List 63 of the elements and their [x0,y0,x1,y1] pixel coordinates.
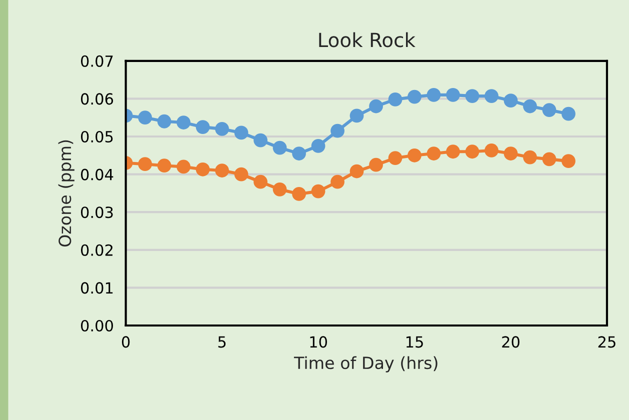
point [426,146,441,160]
point [388,151,402,165]
point [311,139,326,153]
y-tick-label: 0.02 [80,244,112,256]
point [562,154,576,168]
point [542,152,556,166]
x-tick-label: 25 [598,336,616,348]
point [176,116,190,130]
point [465,144,480,159]
point [350,108,364,123]
point [272,140,287,155]
point [330,124,344,138]
x-axis-title: Time of Day (hrs) [294,356,438,372]
point [311,184,326,198]
point [446,144,460,159]
point [292,146,306,160]
y-tick-label: 0.01 [80,282,113,294]
y-tick-label: 0.05 [80,130,113,143]
point [562,106,576,121]
point [369,99,383,114]
point [234,167,248,182]
x-tick-label: 15 [406,336,423,348]
point [465,89,480,103]
point [254,133,268,148]
x-tick-label: 0 [122,336,130,348]
point [196,162,210,176]
x-tick-label: 20 [502,336,520,348]
y-tick-label: 0.04 [80,168,114,180]
point [176,160,190,174]
point [484,144,498,158]
point [292,187,306,201]
point [408,90,422,104]
point [369,158,383,172]
y-axis-title: Ozone (ppm) [58,140,74,247]
point [408,148,422,162]
point [138,110,152,125]
point [504,146,518,160]
point [157,114,172,128]
point [330,174,344,189]
y-tick-label: 0.03 [80,206,113,218]
point [157,158,172,173]
point [426,88,441,102]
point [542,103,556,117]
point [254,174,268,189]
point [484,89,498,103]
chart-title: Look Rock [319,32,416,48]
point [215,164,229,178]
x-tick-label: 10 [310,336,327,348]
point [196,120,210,134]
y-tick-label: 0.00 [80,320,113,332]
point [523,150,537,164]
point [234,126,248,140]
point [215,122,229,136]
y-tick-label: 0.07 [80,55,113,67]
y-tick-label: 0.06 [80,93,114,105]
point [523,99,537,114]
point [350,164,364,178]
point [388,92,402,106]
point [446,88,460,102]
point [138,157,152,172]
point [504,94,518,108]
x-tick-label: 5 [218,336,226,348]
point [272,182,287,196]
